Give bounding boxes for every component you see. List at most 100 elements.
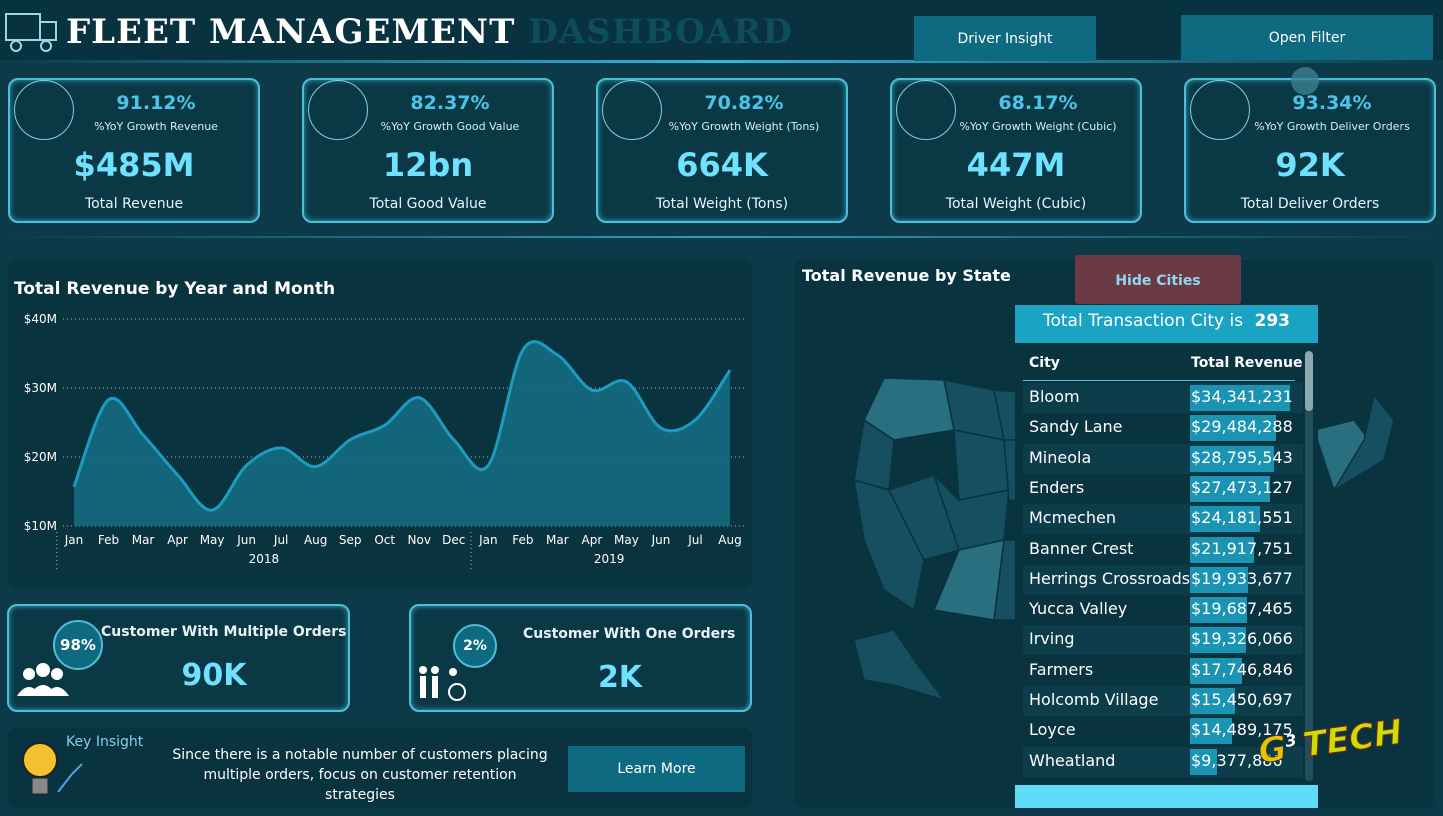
x-tick-label: Nov (408, 533, 431, 547)
bulb-icon (22, 742, 83, 795)
revenue-bar (1190, 627, 1247, 654)
kpi-growth-label: %YoY Growth Deliver Orders (1254, 120, 1410, 133)
chart-title: Total Revenue by Year and Month (14, 279, 335, 299)
city-name: Farmers (1029, 659, 1094, 679)
map-title: Total Revenue by State (802, 266, 1011, 285)
title-accent: DASHBOARD (528, 12, 793, 52)
kpi-value: 92K (1275, 146, 1345, 184)
hide-cities-button[interactable]: Hide Cities (1075, 255, 1241, 304)
area (74, 341, 730, 526)
table-row: Mineola $28,795,543 (1023, 443, 1303, 474)
revenue-label: $17,746,846 (1191, 659, 1293, 679)
kpi-label: Total Good Value (369, 196, 487, 212)
revenue-bar (1190, 536, 1254, 563)
kpi-growth: 68.17% (998, 92, 1078, 114)
city-name: Herrings Crossroads (1029, 568, 1191, 588)
kpi-value: $485M (73, 146, 195, 184)
kpi-card: 93.34% %YoY Growth Deliver Orders 92K Total… (1184, 78, 1436, 223)
city-name: Sandy Lane (1029, 417, 1123, 437)
city-name: Wheatland (1029, 750, 1116, 770)
city-name: Banner Crest (1029, 538, 1134, 558)
insight-heading: Key Insight (66, 734, 144, 750)
year-label: 2018 (249, 552, 280, 566)
driver-insight-button[interactable]: Driver Insight (914, 16, 1096, 61)
focus-icon[interactable] (1291, 67, 1319, 95)
revenue-label: $27,473,127 (1191, 477, 1293, 497)
revenue-bar (1190, 445, 1274, 472)
kpi-card: 91.12% %YoY Growth Revenue $485M Total Reve… (8, 78, 260, 223)
table-row: Bloom $34,341,231 (1023, 383, 1303, 413)
table-row: Loyce $14,489,175 (1023, 716, 1303, 746)
kpi-growth-label: %YoY Growth Weight (Cubic) (959, 120, 1117, 133)
kpi-value: 12bn (382, 146, 474, 184)
revenue-bar (1190, 748, 1218, 775)
share-badge: 98% (53, 620, 103, 670)
city-name: Yucca Valley (1029, 599, 1128, 619)
revenue-label: $9,377,886 (1191, 750, 1283, 770)
header-divider (0, 60, 1443, 63)
revenue-label: $34,341,231 (1191, 387, 1293, 406)
x-tick-label: Jan (478, 533, 498, 547)
kpi-value: 664K (676, 146, 768, 184)
city-name: Mcmechen (1029, 508, 1116, 528)
revenue-label: $24,181,551 (1191, 508, 1293, 528)
x-tick-label: Oct (374, 533, 395, 547)
revenue-label: $28,795,543 (1191, 447, 1293, 467)
city-name: Holcomb Village (1029, 690, 1159, 709)
kpi-icon (14, 80, 74, 140)
revenue-bar (1190, 415, 1276, 442)
title-block: FLEET MANAGEMENT DASHBOARD (66, 12, 793, 52)
x-tick-label: Jan (64, 533, 84, 547)
x-tick-label: Apr (582, 533, 603, 547)
kpi-label: Total Weight (Cubic) (945, 196, 1087, 212)
table-footer (1015, 785, 1318, 808)
year-label: 2019 (594, 552, 625, 566)
table-row: Herrings Crossroads $19,933,677 (1023, 564, 1303, 595)
city-name: Irving (1029, 629, 1075, 649)
city-name: Loyce (1029, 720, 1076, 740)
x-tick-label: Dec (442, 533, 465, 547)
scrollbar[interactable] (1305, 351, 1313, 781)
revenue-bar (1190, 688, 1235, 714)
y-tick-label: $10M (24, 519, 57, 533)
revenue-label: $29,484,288 (1191, 417, 1293, 437)
x-tick-label: Mar (132, 533, 155, 547)
kpi-card: 68.17% %YoY Growth Weight (Cubic) 447M Tota… (890, 78, 1142, 223)
kpi-icon (602, 80, 662, 140)
x-tick-label: Jun (236, 533, 256, 547)
table-row: Yucca Valley $19,687,465 (1023, 595, 1303, 625)
kpi-icon (896, 80, 956, 140)
column-header: Total Revenue (1191, 355, 1303, 371)
revenue-bar (1190, 506, 1261, 533)
city-name: Mineola (1029, 447, 1092, 467)
revenue-label: $19,933,677 (1191, 568, 1293, 588)
one-order-card: 2% Customer With One Orders 2K (409, 604, 752, 712)
city-table: Total Transaction City is 293 City Total… (1015, 305, 1318, 808)
column-header: City (1029, 355, 1060, 371)
card-value: 90K (181, 658, 247, 693)
city-name: Enders (1029, 477, 1085, 497)
header-rule (1023, 380, 1295, 381)
kpi-icon (1190, 80, 1250, 140)
x-tick-label: Feb (98, 533, 119, 547)
card-value: 2K (597, 660, 643, 695)
revenue-label: $15,450,697 (1191, 690, 1293, 709)
card-title: Customer With One Orders (523, 626, 736, 642)
share-badge: 2% (453, 624, 497, 668)
x-tick-label: Mar (546, 533, 569, 547)
kpi-label: Total Revenue (84, 196, 184, 212)
card-title: Customer With Multiple Orders (101, 624, 347, 640)
learn-more-button[interactable]: Learn More (568, 746, 745, 792)
kpi-growth: 70.82% (704, 92, 784, 114)
open-filter-button[interactable]: Open Filter (1181, 15, 1433, 60)
x-tick-label: Aug (304, 533, 327, 547)
x-tick-label: Sep (339, 533, 362, 547)
table-row: Enders $27,473,127 (1023, 474, 1303, 504)
revenue-bar (1190, 718, 1233, 745)
banner-text: Total Transaction City is (1043, 311, 1244, 331)
x-tick-label: Jul (273, 533, 288, 547)
y-tick-label: $20M (24, 450, 57, 464)
kpi-growth: 91.12% (116, 92, 196, 114)
table-row: Holcomb Village $15,450,697 (1023, 686, 1303, 716)
kpi-divider (0, 236, 1443, 238)
